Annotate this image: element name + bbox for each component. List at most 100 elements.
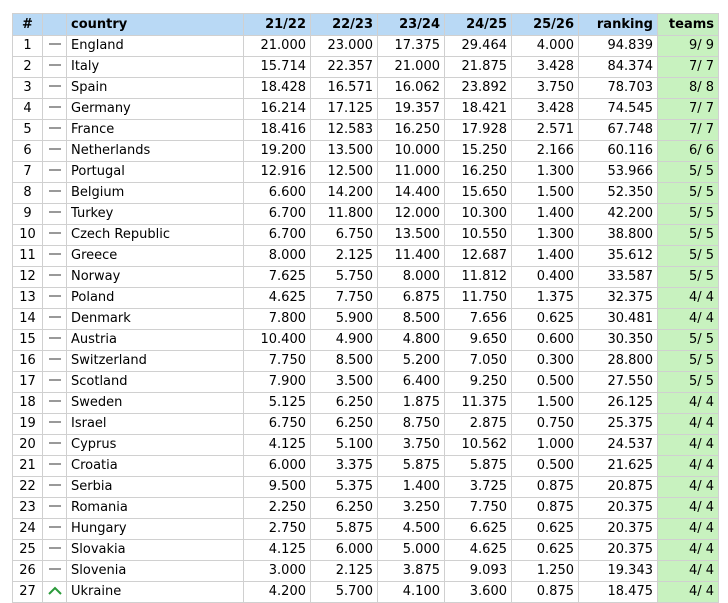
cell: 6.625 (444, 518, 512, 540)
cell: 17.375 (377, 35, 445, 57)
cell: 1.500 (511, 182, 579, 204)
cell: 23.000 (310, 35, 378, 57)
cell: 10.550 (444, 224, 512, 246)
table-row: 8 Belgium 6.600 14.200 14.400 15.650 1.500 52.3… (12, 182, 719, 204)
cell: 10 (12, 224, 43, 246)
cell: 10.400 (243, 329, 311, 351)
cell: 8 (12, 182, 43, 204)
table-row: 15 Austria 10.400 4.900 4.800 9.650 0.600 30.35… (12, 329, 719, 351)
dash (48, 316, 61, 318)
cell: 11.000 (377, 161, 445, 183)
cell: Denmark (66, 308, 244, 330)
cell: Norway (66, 266, 244, 288)
cell: 9.093 (444, 560, 512, 582)
cell: Ukraine (66, 581, 244, 603)
cell: 2.125 (310, 245, 378, 267)
table-row: 2 Italy 15.714 22.357 21.000 21.875 3.428 84.37… (12, 56, 719, 78)
cell: 5/ 5 (657, 182, 719, 204)
cell: 4/ 4 (657, 581, 719, 603)
table-row: 18 Sweden 5.125 6.250 1.875 11.375 1.500 26.125… (12, 392, 719, 414)
trend-icon (42, 350, 67, 372)
table-row: 24 Hungary 2.750 5.875 4.500 6.625 0.625 20.375… (12, 518, 719, 540)
cell: 5 (12, 119, 43, 141)
cell: Belgium (66, 182, 244, 204)
cell: 16.250 (377, 119, 445, 141)
cell: 6 (12, 140, 43, 162)
trend-icon (42, 161, 67, 183)
table-row: 16 Switzerland 7.750 8.500 5.200 7.050 0.300 28… (12, 350, 719, 372)
cell: 4/ 4 (657, 497, 719, 519)
cell: 9 (12, 203, 43, 225)
cell: 6.750 (243, 413, 311, 435)
cell: 0.500 (511, 455, 579, 477)
cell: 1.875 (377, 392, 445, 414)
cell: 32.375 (578, 287, 658, 309)
cell: 22 (12, 476, 43, 498)
cell: Austria (66, 329, 244, 351)
cell: 12.916 (243, 161, 311, 183)
trend-icon (42, 119, 67, 141)
dash (48, 274, 61, 276)
cell: 5.875 (310, 518, 378, 540)
cell: 0.600 (511, 329, 579, 351)
trend-icon (42, 308, 67, 330)
cell: 5.125 (243, 392, 311, 414)
cell: 19.357 (377, 98, 445, 120)
cell: Serbia (66, 476, 244, 498)
table-row: 4 Germany 16.214 17.125 19.357 18.421 3.428 74.… (12, 98, 719, 120)
cell: England (66, 35, 244, 57)
cell: 6/ 6 (657, 140, 719, 162)
cell: 11 (12, 245, 43, 267)
cell: 23.892 (444, 77, 512, 99)
cell: Netherlands (66, 140, 244, 162)
cell: 2.250 (243, 497, 311, 519)
cell: 0.875 (511, 476, 579, 498)
cell: 1.375 (511, 287, 579, 309)
cell: Switzerland (66, 350, 244, 372)
cell: 12.687 (444, 245, 512, 267)
cell: 4/ 4 (657, 455, 719, 477)
cell: 7.750 (310, 287, 378, 309)
cell: 6.000 (310, 539, 378, 561)
cell: 7 (12, 161, 43, 183)
cell: 5/ 5 (657, 161, 719, 183)
cell: 0.500 (511, 371, 579, 393)
cell: 17 (12, 371, 43, 393)
cell: 5/ 5 (657, 203, 719, 225)
cell: 30.481 (578, 308, 658, 330)
cell: 4.500 (377, 518, 445, 540)
cell: 29.464 (444, 35, 512, 57)
cell: 27 (12, 581, 43, 603)
cell: 3 (12, 77, 43, 99)
trend-icon (42, 560, 67, 582)
cell: 2 (12, 56, 43, 78)
cell: 2.750 (243, 518, 311, 540)
cell: 1 (12, 35, 43, 57)
header-cell: country (66, 13, 244, 36)
cell: 52.350 (578, 182, 658, 204)
table-row: 19 Israel 6.750 6.250 8.750 2.875 0.750 25.375 4… (12, 413, 719, 435)
table-row: 20 Cyprus 4.125 5.100 3.750 10.562 1.000 24.537… (12, 434, 719, 456)
cell: 21.000 (243, 35, 311, 57)
cell: 6.750 (310, 224, 378, 246)
cell: 15 (12, 329, 43, 351)
cell: 2.125 (310, 560, 378, 582)
cell: 7.800 (243, 308, 311, 330)
header-cell: 23/24 (377, 13, 445, 36)
cell: 53.966 (578, 161, 658, 183)
cell: 18.421 (444, 98, 512, 120)
cell: 26 (12, 560, 43, 582)
cell: 20.875 (578, 476, 658, 498)
cell: 21 (12, 455, 43, 477)
cell: 10.000 (377, 140, 445, 162)
table-row: 7 Portugal 12.916 12.500 11.000 16.250 1.300 53… (12, 161, 719, 183)
cell: 5.100 (310, 434, 378, 456)
header-cell: teams (657, 13, 719, 36)
trend-icon (42, 266, 67, 288)
cell: 20 (12, 434, 43, 456)
cell: 5/ 5 (657, 266, 719, 288)
cell: 25 (12, 539, 43, 561)
dash (48, 484, 61, 486)
dash (48, 190, 61, 192)
cell: 5/ 5 (657, 350, 719, 372)
